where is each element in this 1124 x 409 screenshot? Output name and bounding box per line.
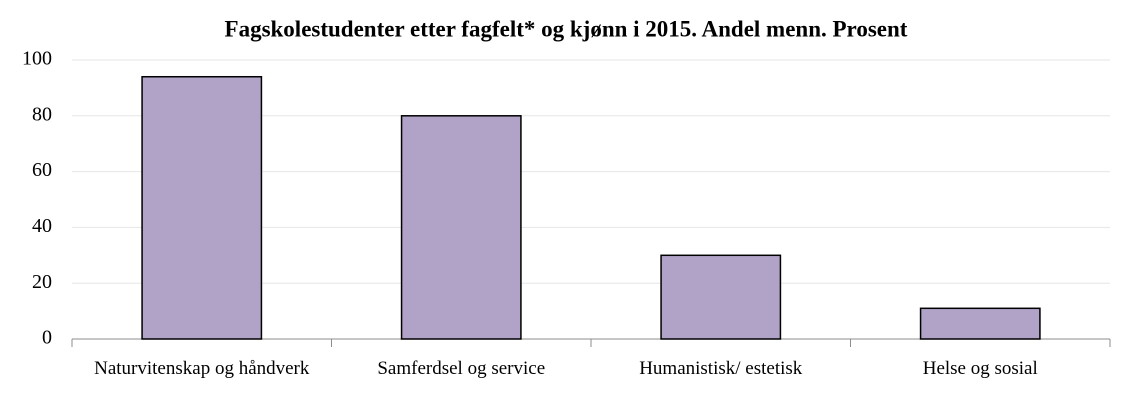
y-tick-label: 40 (32, 215, 52, 237)
bar (400, 115, 522, 340)
x-tick-label: Samferdsel og service (377, 358, 546, 379)
y-tick-label: 100 (22, 48, 52, 70)
y-tick-label: 60 (32, 159, 52, 181)
bar (141, 75, 263, 340)
bar (660, 254, 782, 340)
chart-title: Fagskolestudenter etter fagfelt* og kjøn… (225, 16, 908, 41)
y-tick-label: 80 (32, 103, 52, 125)
x-tick-label: Humanistisk/ estetisk (639, 358, 803, 379)
x-tick-label: Helse og sosial (922, 358, 1038, 379)
y-tick-label: 0 (42, 327, 52, 349)
bar (919, 307, 1041, 340)
x-tick-label: Naturvitenskap og håndverk (94, 358, 310, 379)
y-tick-label: 20 (32, 271, 52, 293)
